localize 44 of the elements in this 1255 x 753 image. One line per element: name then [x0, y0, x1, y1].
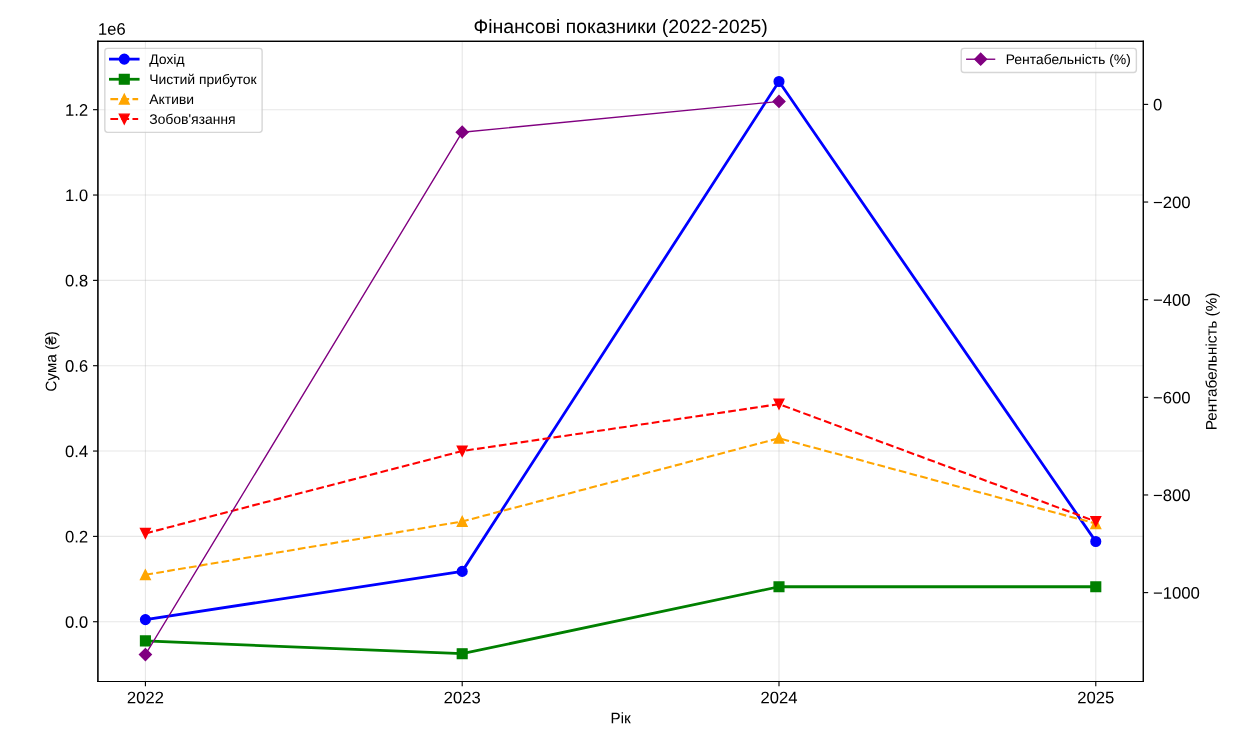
y2-tick-label: −800	[1153, 489, 1190, 502]
chart-title: Фінансові показники (2022-2025)	[474, 18, 767, 38]
y-tick-label: 0.8	[65, 274, 88, 287]
y2-tick-label: −200	[1153, 196, 1190, 209]
point	[773, 432, 785, 444]
x-tick-label: 2022	[127, 691, 164, 704]
point	[773, 581, 785, 593]
point	[772, 94, 786, 109]
y-tick-label: 1.2	[66, 104, 88, 116]
x-tick-label: 2025	[1078, 691, 1114, 704]
y-tick-label: 0.0	[65, 616, 88, 628]
y2-tick-label: −400	[1153, 294, 1190, 306]
point	[773, 75, 785, 88]
text: 1e6	[99, 23, 125, 35]
x-axis-title: Рік	[611, 712, 631, 724]
point	[138, 648, 152, 662]
y-tick-label: 1.0	[66, 189, 88, 202]
x-tick-label: 2023	[444, 691, 481, 704]
point	[139, 614, 151, 626]
point	[455, 125, 469, 139]
y-axis-title: Сума (₴)	[45, 332, 60, 391]
point	[456, 515, 468, 528]
legend-label: Активи	[149, 94, 194, 105]
point	[456, 648, 468, 660]
y2-axis-title: Рентабельність (%)	[1205, 293, 1220, 429]
point	[139, 527, 151, 539]
legend-label: Дохід	[149, 53, 185, 67]
point	[456, 565, 468, 577]
y2-tick-label: −600	[1153, 391, 1190, 404]
point	[456, 445, 468, 457]
legend-label: Чистий прибуток	[150, 73, 257, 87]
point	[139, 569, 151, 581]
point	[773, 398, 785, 410]
point	[1090, 535, 1102, 548]
y2-tick-label: 0	[1153, 98, 1162, 111]
y2-tick-label: −1000	[1153, 587, 1200, 599]
legend-label: Зобов'язання	[149, 113, 235, 125]
point	[1090, 581, 1102, 593]
point	[139, 635, 151, 647]
y-tick-label: 0.4	[65, 445, 88, 458]
x-tick-label: 2024	[761, 691, 798, 704]
y-tick-label: 0.6	[65, 360, 88, 372]
legend-label: Рентабельність (%)	[1006, 53, 1130, 67]
y-tick-label: 0.2	[65, 530, 88, 543]
